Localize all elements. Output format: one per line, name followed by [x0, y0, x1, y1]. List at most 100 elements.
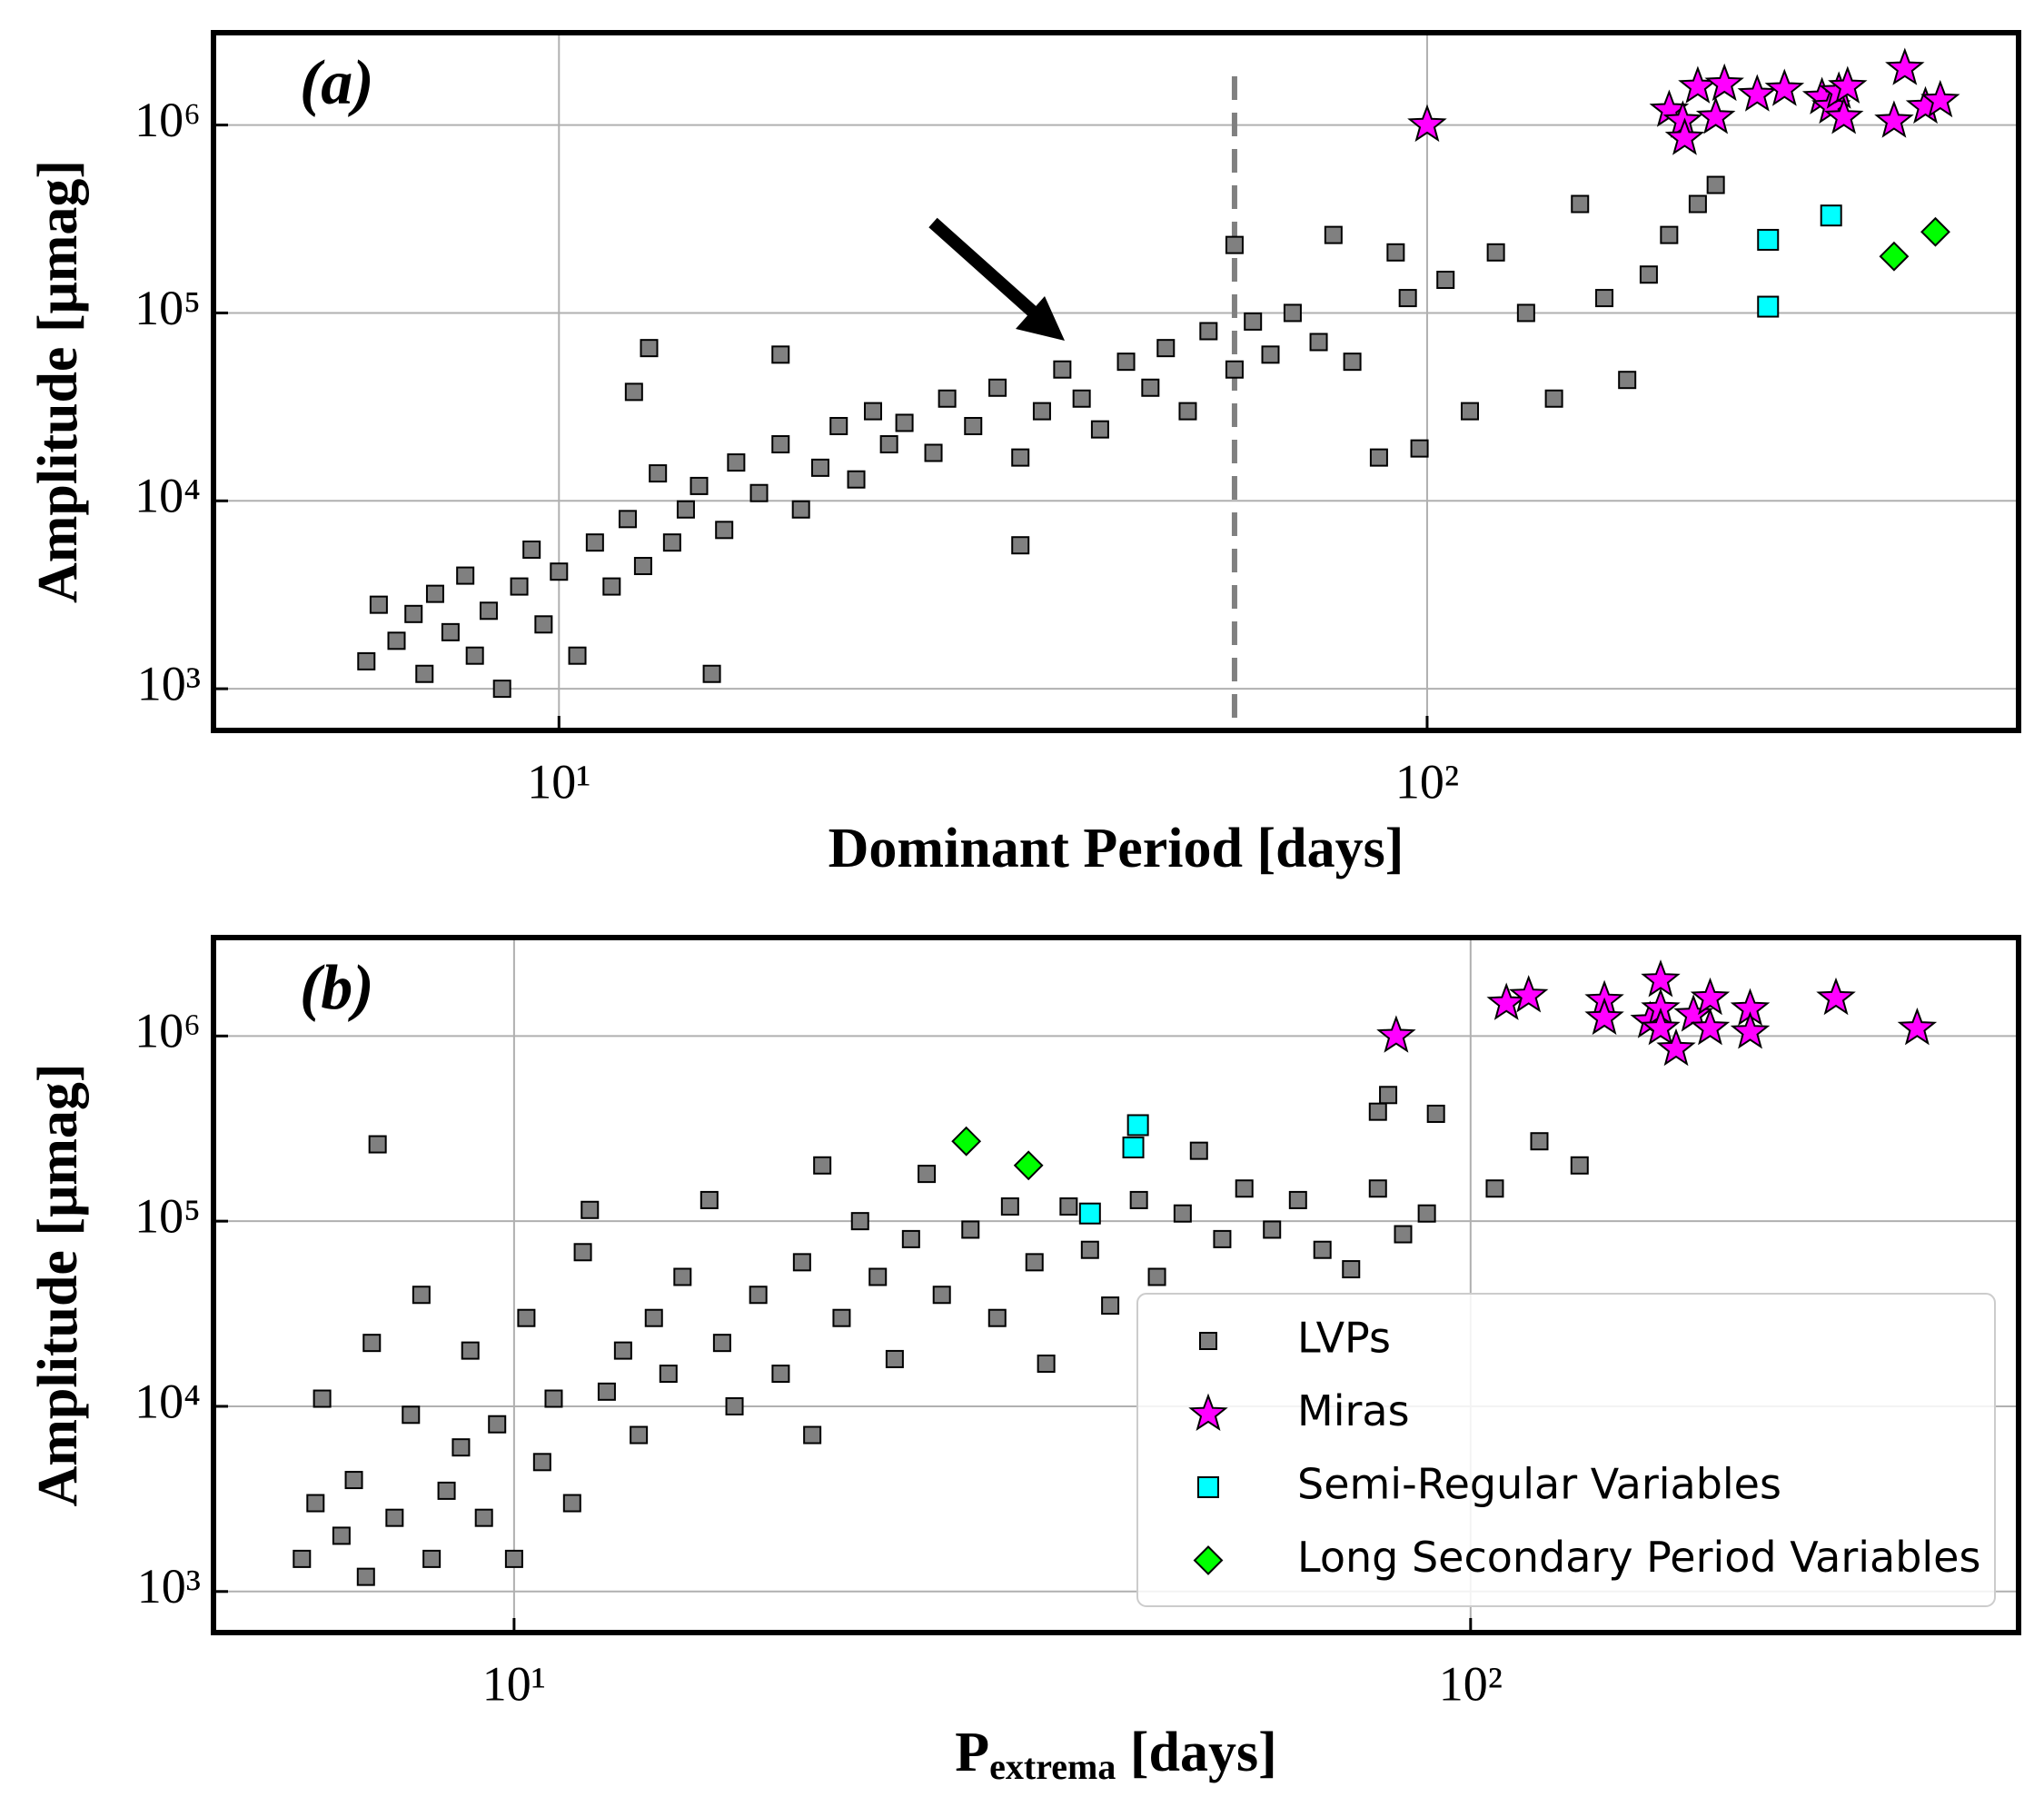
- square-marker: [369, 595, 388, 614]
- square-marker: [832, 1308, 851, 1327]
- square-marker: [573, 1243, 592, 1262]
- square-marker: [644, 1308, 663, 1327]
- square-marker: [1078, 1202, 1101, 1225]
- square-marker: [771, 435, 790, 454]
- y-tick-label: 10⁴: [134, 469, 201, 523]
- legend-label: LVPs: [1297, 1314, 1391, 1363]
- square-marker: [1660, 225, 1679, 244]
- square-marker: [847, 470, 866, 489]
- square-marker: [727, 453, 746, 472]
- star-marker: [1828, 65, 1868, 104]
- square-marker: [1544, 389, 1563, 408]
- square-marker: [362, 1334, 382, 1353]
- square-marker: [1225, 360, 1244, 379]
- y-tick-label: 10⁵: [134, 281, 201, 335]
- square-marker: [1053, 360, 1072, 379]
- square-marker: [1436, 271, 1455, 290]
- legend: LVPs Miras Semi-Regular Variables Long Seco…: [1136, 1293, 1996, 1607]
- square-marker: [568, 646, 587, 665]
- square-marker: [474, 1508, 493, 1527]
- square-marker: [1618, 371, 1637, 390]
- star-marker: [1816, 977, 1856, 1016]
- diamond-marker: [1193, 1545, 1224, 1575]
- square-marker: [1570, 1156, 1589, 1175]
- square-marker: [1368, 1102, 1387, 1121]
- square-marker: [412, 1286, 431, 1305]
- square-marker: [879, 435, 898, 454]
- square-marker: [313, 1389, 332, 1408]
- square-marker: [924, 443, 943, 462]
- square-marker: [1101, 1296, 1120, 1316]
- square-marker: [1757, 295, 1780, 318]
- series: [293, 1086, 1589, 1586]
- x-axis-label: Pextrema [days]: [955, 1722, 1276, 1787]
- square-marker: [1757, 228, 1780, 251]
- square-marker: [702, 664, 721, 683]
- square-marker: [534, 615, 553, 634]
- square-marker: [344, 1471, 363, 1490]
- square-marker: [402, 1405, 421, 1425]
- square-marker: [633, 557, 652, 576]
- square-marker: [987, 1308, 1007, 1327]
- series: [1879, 216, 1950, 272]
- square-marker: [1342, 1260, 1361, 1279]
- square-marker: [1688, 194, 1707, 213]
- square-marker: [479, 601, 498, 621]
- square-marker: [357, 651, 376, 670]
- square-marker: [791, 500, 810, 519]
- square-marker: [585, 533, 604, 552]
- square-marker: [1426, 1104, 1445, 1123]
- square-marker: [771, 345, 790, 364]
- star-marker: [1897, 1008, 1938, 1046]
- square-marker: [771, 1365, 790, 1384]
- square-marker: [885, 1349, 904, 1368]
- x-axis-label: Dominant Period [days]: [829, 818, 1404, 879]
- square-marker: [1189, 1141, 1208, 1160]
- legend-label: Semi-Regular Variables: [1297, 1460, 1781, 1509]
- square-marker: [676, 500, 695, 519]
- star-marker: [1690, 1008, 1731, 1046]
- square-marker: [1283, 303, 1302, 323]
- square-marker: [1369, 448, 1388, 467]
- square-marker: [1288, 1190, 1307, 1209]
- x-tick-label: 10²: [1439, 1656, 1503, 1711]
- x-axis-label-part: [days]: [1116, 1722, 1276, 1783]
- square-marker: [1213, 1229, 1232, 1248]
- square-marker: [1486, 243, 1505, 262]
- square-marker: [356, 1567, 375, 1586]
- star-marker: [1690, 977, 1731, 1016]
- square-marker: [1410, 439, 1429, 458]
- square-marker: [1080, 1240, 1099, 1259]
- square-marker: [1122, 1137, 1145, 1159]
- square-marker: [550, 562, 569, 581]
- legend-label: Miras: [1297, 1386, 1410, 1435]
- star-marker: [1737, 74, 1778, 112]
- y-axis-label: Amplitude [μmag]: [27, 160, 89, 603]
- square-marker: [1379, 1086, 1398, 1105]
- star-marker: [1664, 117, 1705, 155]
- square-marker: [293, 1549, 312, 1568]
- star-marker: [1704, 63, 1744, 102]
- square-marker: [437, 1481, 456, 1500]
- square-marker: [597, 1382, 616, 1401]
- square-marker: [306, 1494, 325, 1513]
- square-marker: [1386, 243, 1405, 262]
- square-marker: [640, 339, 659, 358]
- x-axis-label-part: Dominant Period [days]: [829, 818, 1404, 879]
- square-marker: [749, 1286, 768, 1305]
- square-marker: [1417, 1204, 1436, 1223]
- square-marker: [1368, 1179, 1387, 1198]
- square-marker: [1126, 1114, 1149, 1137]
- square-marker: [1244, 312, 1263, 331]
- square-marker: [1706, 175, 1725, 194]
- square-marker: [1398, 289, 1417, 308]
- x-tick-label: 10¹: [482, 1656, 546, 1711]
- square-marker: [1072, 389, 1091, 408]
- square-marker: [1530, 1132, 1549, 1151]
- series: [1078, 1114, 1149, 1225]
- square-marker: [1820, 204, 1842, 227]
- square-marker: [662, 533, 681, 552]
- square-marker: [1309, 333, 1328, 352]
- series: [1757, 204, 1842, 318]
